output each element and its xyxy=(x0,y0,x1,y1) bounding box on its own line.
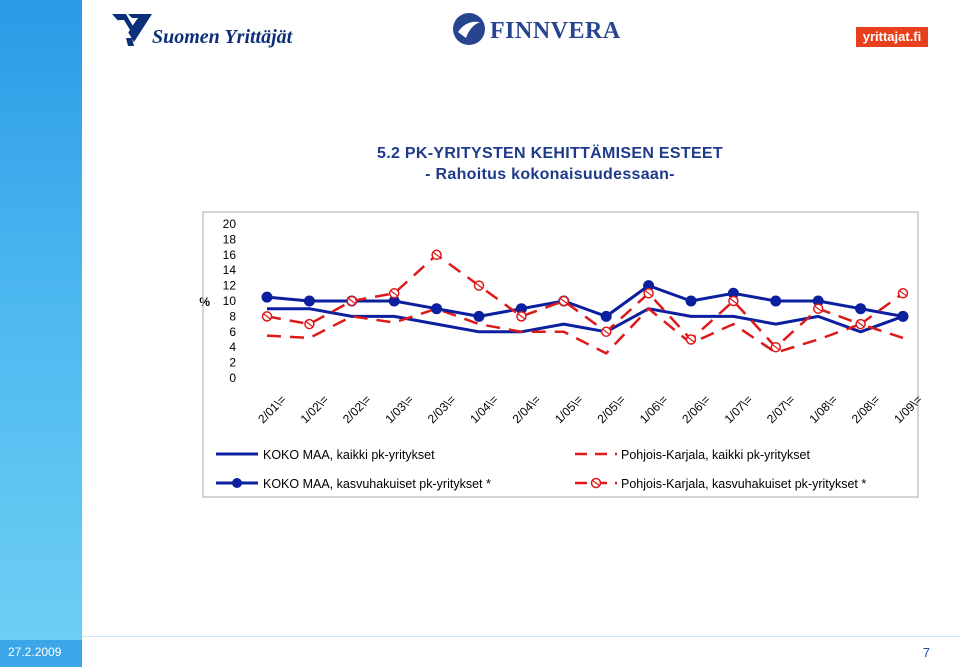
legend-marker xyxy=(232,478,242,488)
y-tick-label: 6 xyxy=(229,325,236,339)
y-tick-label: 14 xyxy=(223,263,237,277)
page-number: 7 xyxy=(922,645,930,660)
y-axis-label: % xyxy=(199,295,210,309)
data-point-slash xyxy=(771,343,781,351)
x-tick-label: 2/07\= xyxy=(764,392,798,426)
data-point xyxy=(600,310,612,322)
y-tick-label: 2 xyxy=(229,356,236,370)
data-point xyxy=(303,295,315,307)
data-point-slash xyxy=(898,289,908,297)
series-line xyxy=(267,307,904,334)
x-axis-ticks: 2/01\= 1/02\= 2/02\= 1/03\= 2/03\= 1/04\= 2/04… xyxy=(255,392,925,426)
x-tick-label: 2/04\= xyxy=(510,392,544,426)
finnvera-wordmark: FINNVERA xyxy=(490,18,621,44)
y-tick-label: 10 xyxy=(223,294,237,308)
legend-marker-slash xyxy=(591,479,601,487)
finnvera-logo: FINNVERA xyxy=(452,12,652,52)
x-tick-label: 2/05\= xyxy=(594,392,628,426)
sidebar-footer-decor xyxy=(0,640,82,667)
series-1 xyxy=(267,307,904,334)
series-line xyxy=(266,307,904,355)
data-point xyxy=(473,310,485,322)
series-4 xyxy=(261,249,909,353)
data-point-slash xyxy=(644,289,653,297)
legend: KOKO MAA, kaikki pk-yritykset Pohjois-Kar… xyxy=(216,448,866,491)
series-2 xyxy=(266,307,904,355)
x-tick-label: 1/05\= xyxy=(552,392,586,426)
data-point-slash xyxy=(305,320,314,328)
series-group xyxy=(261,249,909,355)
footer-date: 27.2.2009 xyxy=(8,645,62,659)
x-tick-label: 1/09\= xyxy=(891,392,925,426)
legend-item: KOKO MAA, kaikki pk-yritykset xyxy=(216,448,435,462)
data-point xyxy=(897,310,909,322)
data-point-slash xyxy=(601,328,611,336)
legend-label: KOKO MAA, kasvuhakuiset pk-yritykset * xyxy=(263,477,491,491)
suomen-yrittajat-logo: Suomen Yrittäjät xyxy=(112,12,312,52)
data-point-slash xyxy=(262,312,272,320)
footer-bar xyxy=(82,636,960,668)
series-line xyxy=(266,284,904,318)
x-tick-label: 1/07\= xyxy=(722,392,756,426)
x-tick-label: 2/08\= xyxy=(849,392,883,426)
finnvera-emblem-icon xyxy=(453,13,485,45)
y-tick-label: 8 xyxy=(229,309,236,323)
data-point-slash xyxy=(347,297,357,305)
legend-label: Pohjois-Karjala, kasvuhakuiset pk-yrityk… xyxy=(621,477,866,491)
y-tick-label: 0 xyxy=(229,371,236,385)
data-point xyxy=(431,303,443,315)
suomen-yrittajat-emblem-icon xyxy=(112,14,152,46)
x-tick-label: 2/06\= xyxy=(679,392,713,426)
data-point xyxy=(770,295,782,307)
slide-subtitle: - Rahoitus kokonaisuudessaan- xyxy=(425,166,675,183)
x-tick-label: 1/02\= xyxy=(298,392,332,426)
y-tick-label: 20 xyxy=(223,217,237,231)
legend-item: KOKO MAA, kasvuhakuiset pk-yritykset * xyxy=(216,477,491,491)
data-point-slash xyxy=(559,297,569,305)
data-point xyxy=(261,291,273,303)
data-point-slash xyxy=(813,305,823,313)
suomen-yrittajat-wordmark: Suomen Yrittäjät xyxy=(152,26,293,48)
legend-label: Pohjois-Karjala, kaikki pk-yritykset xyxy=(621,448,810,462)
slide-title: 5.2 PK-YRITYSTEN KEHITTÄMISEN ESTEET xyxy=(377,145,723,162)
x-tick-label: 2/01\= xyxy=(255,392,289,426)
x-tick-label: 1/08\= xyxy=(806,392,840,426)
x-tick-label: 1/06\= xyxy=(637,392,671,426)
legend-item: Pohjois-Karjala, kasvuhakuiset pk-yrityk… xyxy=(575,477,866,491)
data-point xyxy=(855,303,867,315)
x-tick-label: 1/04\= xyxy=(467,392,501,426)
data-point-slash xyxy=(856,320,865,328)
yrittajat-fi-logo: yrittajat.fi xyxy=(856,27,928,47)
x-tick-label: 1/03\= xyxy=(382,392,416,426)
sidebar-decor xyxy=(0,0,82,667)
data-point-slash xyxy=(729,297,738,305)
data-point-slash xyxy=(474,282,484,290)
y-tick-label: 4 xyxy=(229,340,236,354)
y-tick-label: 16 xyxy=(223,248,237,262)
legend-label: KOKO MAA, kaikki pk-yritykset xyxy=(263,448,435,462)
data-point-slash xyxy=(432,251,441,259)
data-point-slash xyxy=(389,289,399,297)
legend-item: Pohjois-Karjala, kaikki pk-yritykset xyxy=(575,448,810,462)
x-tick-label: 2/02\= xyxy=(340,392,374,426)
data-point-slash xyxy=(686,336,696,343)
y-tick-label: 18 xyxy=(223,232,237,246)
y-tick-label: 12 xyxy=(223,279,237,293)
chart-frame xyxy=(202,211,919,498)
data-point-slash xyxy=(517,312,526,320)
x-tick-label: 2/03\= xyxy=(425,392,459,426)
data-point xyxy=(685,295,697,307)
